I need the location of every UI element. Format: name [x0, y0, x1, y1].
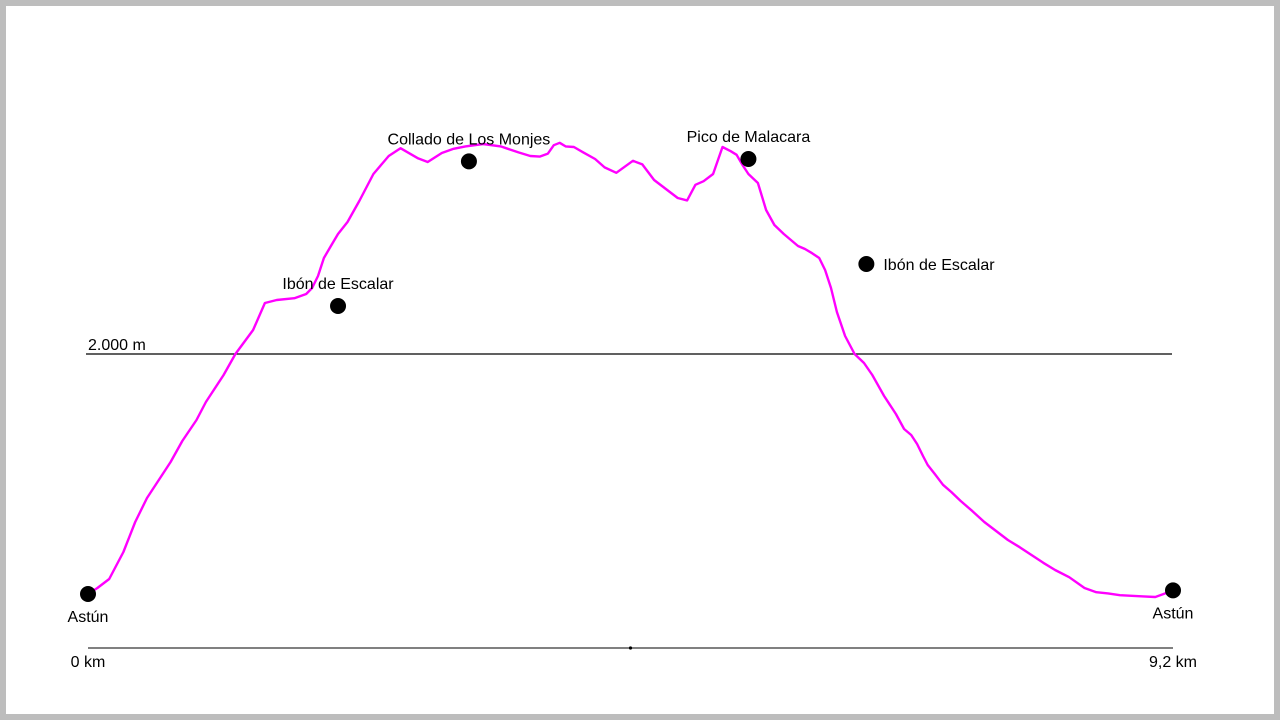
waypoint-marker: [858, 256, 875, 272]
reference-line-label: 2.000 m: [88, 337, 146, 354]
x-axis-midpoint-tick: [628, 646, 633, 650]
waypoint-marker: [80, 586, 96, 602]
waypoint-label: Ibón de Escalar: [282, 276, 394, 293]
x-tick-label: 9,2 km: [1149, 654, 1197, 671]
waypoint-marker: [330, 298, 347, 314]
waypoint-label: Collado de Los Monjes: [388, 131, 551, 148]
waypoint-label: Astún: [68, 609, 109, 626]
waypoints: Astún Ibón de Escalar Collado de Los Monje…: [68, 129, 1194, 626]
waypoint-marker: [1165, 582, 1181, 599]
x-tick-label: 0 km: [71, 654, 106, 671]
elevation-profile-chart: 2.000 m 0 km 9,2 km Astún Ibón de Escalar C…: [68, 129, 1197, 671]
x-axis-ticks: 0 km 9,2 km: [71, 654, 1197, 671]
chart-frame: 2.000 m 0 km 9,2 km Astún Ibón de Escalar C…: [6, 6, 1274, 714]
waypoint-marker: [740, 151, 757, 167]
elevation-profile-line: [86, 141, 1175, 599]
waypoint-label: Ibón de Escalar: [883, 257, 995, 274]
waypoint-label: Pico de Malacara: [687, 129, 811, 146]
waypoint-label: Astún: [1153, 605, 1194, 622]
waypoint-marker: [460, 153, 477, 170]
